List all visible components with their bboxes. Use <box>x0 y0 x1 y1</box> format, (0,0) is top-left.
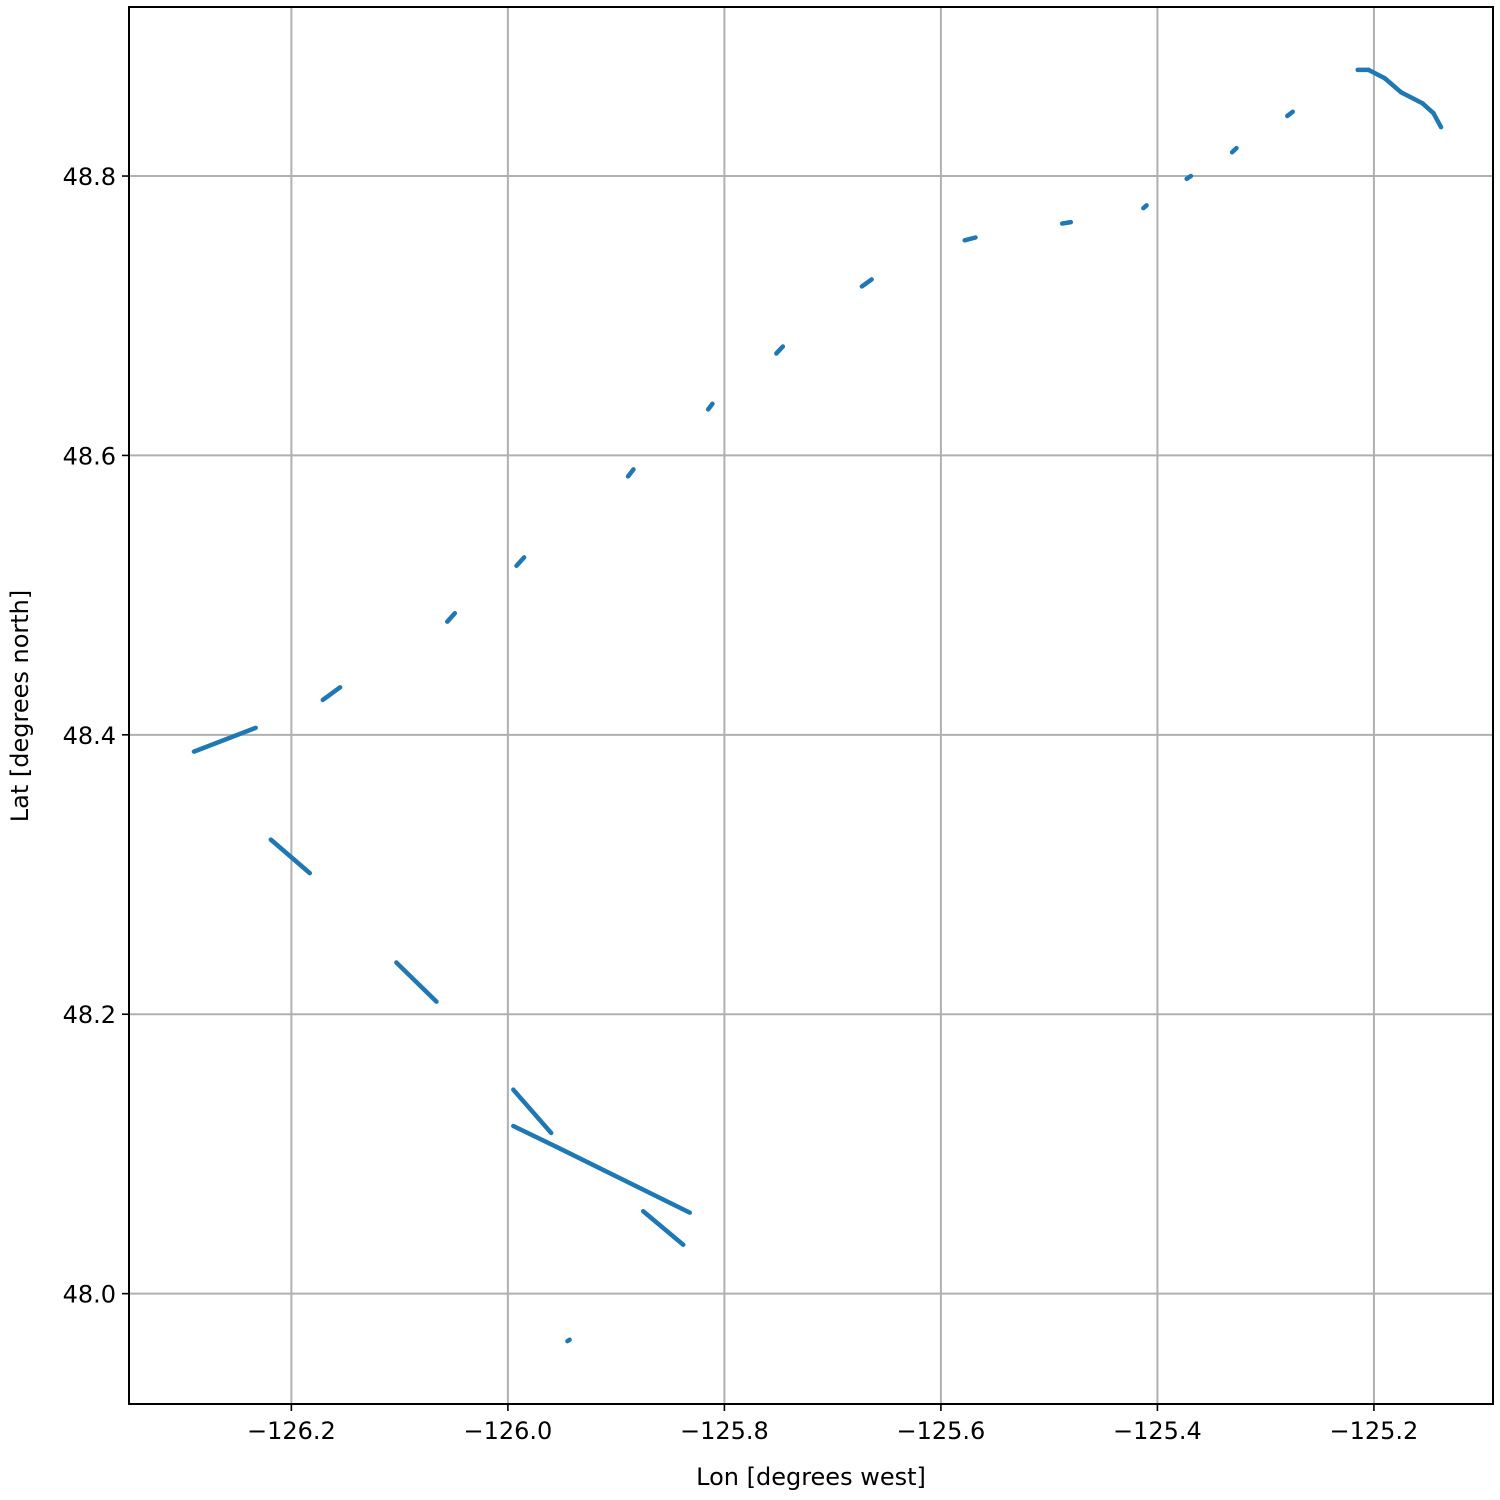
x-tick-label: −126.0 <box>463 1417 552 1445</box>
track-segment <box>705 401 715 412</box>
plot-frame <box>128 6 1494 1405</box>
track-segment <box>1398 89 1425 106</box>
track-segment <box>962 235 978 243</box>
x-tick-label: −125.8 <box>680 1417 769 1445</box>
track-segment <box>859 277 874 289</box>
y-tick-label: 48.6 <box>63 442 116 470</box>
y-tick-label: 48.2 <box>63 1001 116 1029</box>
track-segment <box>1420 101 1436 116</box>
track-segment <box>320 685 343 703</box>
x-tick-label: −125.4 <box>1113 1417 1202 1445</box>
y-axis-label: Lat [degrees north] <box>6 590 34 822</box>
track-segment <box>640 1208 686 1247</box>
track-segment <box>394 960 439 1004</box>
grid <box>129 7 1493 1404</box>
track-segment <box>1184 173 1194 182</box>
track-segment <box>191 725 258 754</box>
y-tick-label: 48.4 <box>63 722 116 750</box>
track-segment <box>1366 67 1387 81</box>
track-segment <box>268 837 313 876</box>
track-segment <box>1059 219 1074 226</box>
track-segment <box>511 1087 554 1136</box>
track-segment <box>1141 203 1149 211</box>
track-segment <box>774 344 786 356</box>
x-tick-label: −125.2 <box>1330 1417 1419 1445</box>
x-axis-label: Lon [degrees west] <box>696 1463 926 1491</box>
track-segment <box>1229 145 1239 155</box>
track-segment <box>511 1123 559 1150</box>
track-segment <box>554 1144 693 1215</box>
y-tick-label: 48.0 <box>63 1281 116 1309</box>
y-tick-label: 48.8 <box>63 163 116 191</box>
x-axis-ticks: −126.2 −126.0 −125.8 −125.6 −125.4 −125.2 <box>247 1404 1418 1445</box>
track-segment <box>445 611 458 624</box>
track-segment <box>1382 75 1404 95</box>
track-segment <box>1285 109 1295 119</box>
x-tick-label: −125.6 <box>896 1417 985 1445</box>
track-segment <box>514 555 527 569</box>
track-segment <box>1431 110 1444 130</box>
data-points <box>191 67 1444 1344</box>
y-axis-ticks: 48.0 48.2 48.4 48.6 48.8 <box>63 163 129 1309</box>
track-segment <box>565 1337 572 1344</box>
track-segment <box>625 467 636 479</box>
x-tick-label: −126.2 <box>247 1417 336 1445</box>
